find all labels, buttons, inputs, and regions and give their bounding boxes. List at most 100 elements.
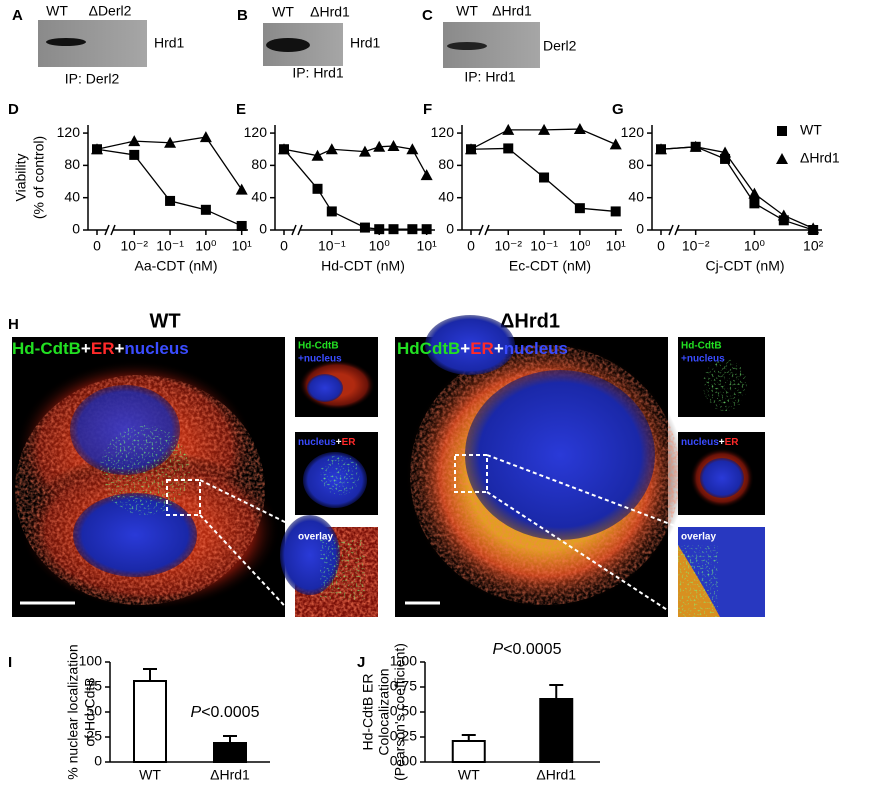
annotation-text: <0.0005 [503, 641, 561, 658]
data-point [359, 222, 370, 233]
inset-label: +nucleus [681, 354, 725, 365]
x-axis-label: Ec-CDT (nM) [509, 258, 591, 274]
data-point [128, 135, 141, 147]
inset-label-part: ER [342, 437, 357, 448]
panel-label: F [423, 101, 432, 118]
data-point [777, 209, 790, 221]
lane-label: ΔHrd1 [310, 4, 350, 20]
data-point [373, 140, 386, 152]
annotation-italic: P [493, 641, 504, 658]
x-tick-label: 10⁰ [569, 238, 591, 254]
series-line [96, 148, 242, 227]
series-line [660, 146, 814, 229]
data-point [199, 131, 212, 143]
data-point [749, 198, 760, 209]
inset-label: nucleus+ER [298, 437, 356, 448]
data-point [538, 123, 551, 135]
legend-marker [776, 153, 788, 164]
blot-c: WT ΔHrd1 Derl2 IP: Hrd1 [443, 3, 577, 85]
y-tick-label: 80 [438, 156, 454, 172]
zoom-line [486, 491, 679, 618]
x-tick-label: 10⁻¹ [530, 238, 558, 254]
band-label: Hrd1 [154, 35, 185, 51]
stain-label: + [460, 339, 470, 358]
data-point [573, 123, 586, 135]
y-tick-label: 80 [628, 156, 644, 172]
data-point [311, 149, 324, 161]
data-point [406, 143, 419, 155]
y-tick-label: 0.75 [390, 678, 417, 694]
lane-label: ΔHrd1 [492, 3, 532, 19]
nucleus [465, 370, 655, 540]
stain-label: nucleus [124, 339, 188, 358]
stain-label: ER [91, 339, 115, 358]
y-tick-label: 120 [621, 124, 645, 140]
micrograph-title: ΔHrd1 [500, 310, 560, 332]
axis-break [104, 224, 110, 236]
y-axis-label: (Pearson's coefficient) [392, 643, 408, 781]
blot-band [447, 42, 487, 50]
data-point [465, 143, 477, 155]
y-tick-label: 1.00 [390, 653, 417, 669]
legend-marker [777, 126, 787, 136]
y-axis-label: (% of control) [31, 136, 47, 219]
y-tick-label: 25 [86, 728, 102, 744]
cdtb-signal [320, 540, 365, 600]
blot-band [266, 38, 310, 52]
blot-a: WT ΔDerl2 Hrd1 IP: Derl2 [38, 3, 185, 87]
data-point [236, 220, 247, 231]
blot-band [46, 38, 86, 46]
y-tick-label: 75 [86, 678, 102, 694]
y-tick-label: 80 [64, 156, 80, 172]
panel-label: J [357, 654, 365, 671]
legend-label: WT [800, 122, 822, 138]
panel-label: G [612, 101, 624, 118]
x-tick-label: 0 [93, 238, 101, 254]
y-axis-label: of Hd-CdtB [82, 677, 98, 746]
stain-legend: HdCdtB+ER+nucleus [397, 339, 568, 358]
annotation: P<0.0005 [191, 704, 260, 721]
data-point [719, 146, 732, 158]
annotation: P<0.0005 [493, 641, 562, 658]
inset-label-part: + [719, 437, 725, 448]
x-tick-label: WT [139, 767, 161, 783]
inset-label-part: ER [725, 437, 740, 448]
x-tick-label: 0 [467, 238, 475, 254]
panel-label: D [8, 101, 19, 118]
axis-break [297, 224, 303, 236]
data-point [655, 143, 667, 155]
micrograph-wt: WT Hd-CdtB+ER+nucleus Hd-CdtB +nucleus n… [12, 310, 378, 618]
axis-break [478, 224, 484, 236]
y-tick-label: 0 [72, 221, 80, 237]
x-tick-label: 10⁻² [494, 238, 522, 254]
data-point [421, 224, 432, 235]
zoom-line [486, 454, 679, 528]
zoom-box [166, 479, 201, 516]
data-point [689, 140, 702, 152]
x-tick-label: ΔHrd1 [536, 767, 576, 783]
x-tick-label: 10¹ [417, 238, 438, 254]
y-tick-label: 0 [636, 221, 644, 237]
y-tick-label: 0.00 [390, 753, 417, 769]
data-point [129, 149, 140, 160]
inset-label-part: + [336, 437, 342, 448]
inset-label-part: nucleus [298, 437, 336, 448]
lane-label: ΔDerl2 [89, 3, 132, 19]
bar [133, 680, 167, 763]
axis-break [110, 224, 116, 236]
cdtb-signal [678, 545, 718, 617]
data-point [200, 204, 211, 215]
data-point [164, 136, 177, 148]
x-tick-label: 10¹ [606, 238, 627, 254]
zoom-line [199, 479, 296, 528]
x-tick-label: ΔHrd1 [210, 767, 250, 783]
band-label: Derl2 [543, 38, 577, 54]
cdtb-signal [703, 359, 747, 411]
lane-label: WT [46, 3, 68, 19]
data-point [312, 183, 323, 194]
data-point [326, 206, 337, 217]
stain-label: Hd-CdtB [12, 339, 81, 358]
lane-label: WT [272, 4, 294, 20]
x-axis-label: Hd-CDT (nM) [321, 258, 405, 274]
